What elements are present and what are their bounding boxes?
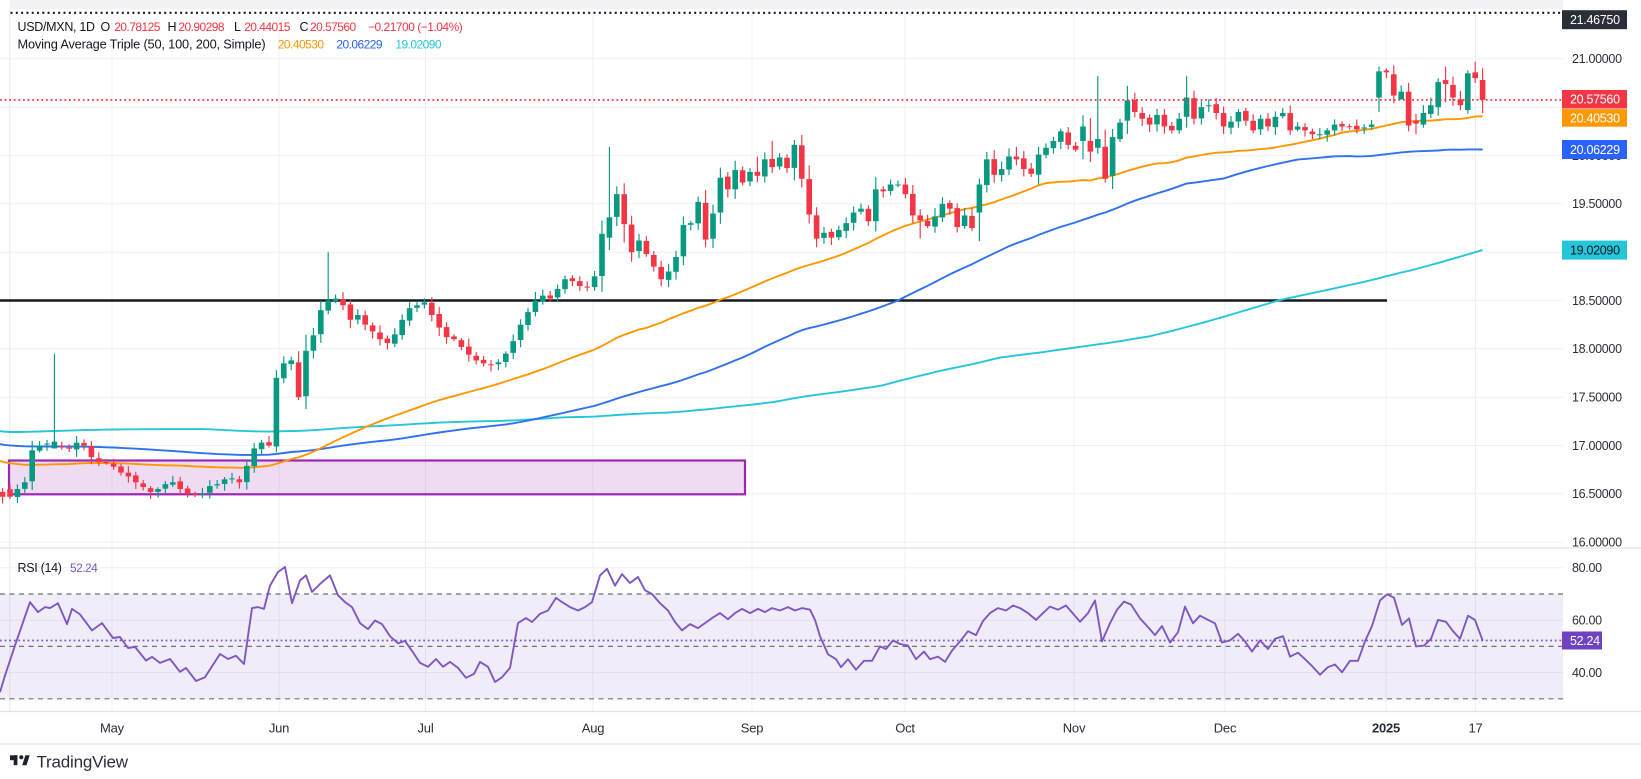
svg-text:TradingView: TradingView	[37, 753, 129, 772]
svg-text:20.57560: 20.57560	[1570, 93, 1620, 107]
svg-text:17.00000: 17.00000	[1572, 439, 1622, 453]
svg-text:Aug: Aug	[582, 721, 605, 736]
svg-text:20.40530: 20.40530	[1570, 111, 1620, 125]
svg-text:52.24: 52.24	[70, 561, 98, 575]
svg-text:17.50000: 17.50000	[1572, 391, 1622, 405]
svg-text:20.90298: 20.90298	[178, 20, 225, 34]
svg-text:18.50000: 18.50000	[1572, 294, 1622, 308]
svg-text:40.00: 40.00	[1572, 666, 1602, 680]
svg-text:60.00: 60.00	[1572, 614, 1602, 628]
svg-text:19.02090: 19.02090	[1570, 244, 1620, 258]
svg-text:May: May	[100, 721, 125, 736]
svg-text:20.57560: 20.57560	[310, 20, 357, 34]
svg-text:Nov: Nov	[1063, 721, 1086, 736]
svg-text:16.00000: 16.00000	[1572, 536, 1622, 550]
svg-text:Jun: Jun	[269, 721, 289, 736]
svg-text:Jul: Jul	[417, 721, 433, 736]
svg-text:19.02090: 19.02090	[395, 37, 442, 51]
svg-text:20.40530: 20.40530	[278, 37, 325, 51]
svg-text:RSI (14): RSI (14)	[18, 561, 62, 575]
svg-text:20.06229: 20.06229	[336, 37, 383, 51]
svg-text:21.46750: 21.46750	[1570, 13, 1620, 27]
svg-text:USD/MXN, 1D: USD/MXN, 1D	[18, 20, 96, 34]
svg-text:Moving Average Triple (50, 100: Moving Average Triple (50, 100, 200, Sim…	[18, 36, 266, 51]
svg-text:20.44015: 20.44015	[244, 20, 291, 34]
svg-text:80.00: 80.00	[1572, 561, 1602, 575]
svg-text:19.50000: 19.50000	[1572, 197, 1622, 211]
svg-text:Oct: Oct	[895, 721, 915, 736]
svg-text:C: C	[300, 20, 309, 34]
svg-text:Dec: Dec	[1214, 721, 1237, 736]
svg-text:H: H	[168, 20, 177, 34]
svg-text:18.00000: 18.00000	[1572, 342, 1622, 356]
svg-text:−0.21700 (−1.04%): −0.21700 (−1.04%)	[368, 20, 463, 34]
svg-text:Sep: Sep	[741, 721, 764, 736]
svg-text:O: O	[101, 20, 111, 34]
svg-text:20.06229: 20.06229	[1570, 143, 1620, 157]
svg-text:16.50000: 16.50000	[1572, 487, 1622, 501]
svg-text:L: L	[234, 20, 241, 34]
svg-text:21.00000: 21.00000	[1572, 52, 1622, 66]
svg-text:17: 17	[1468, 721, 1482, 736]
svg-text:52.24: 52.24	[1570, 634, 1600, 648]
svg-text:2025: 2025	[1372, 721, 1400, 736]
svg-text:20.78125: 20.78125	[114, 20, 161, 34]
